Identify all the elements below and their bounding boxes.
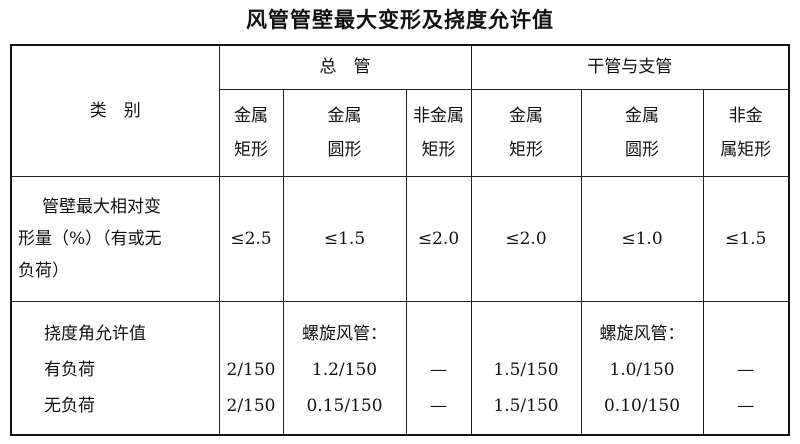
label-line: 形量（%）（有或无 <box>18 228 162 249</box>
cell: 1.5/150 1.5/150 <box>470 300 582 436</box>
group-branch-header: 干管与支管 <box>470 44 790 90</box>
column-header: 非金 属矩形 <box>702 88 790 177</box>
column-header: 金属 矩形 <box>218 88 284 177</box>
label-line: 负荷） <box>18 260 69 281</box>
label-line: 管壁最大相对变 <box>42 196 161 217</box>
column-header: 非金属 矩形 <box>405 88 472 177</box>
cell: ≤1.5 <box>282 175 407 302</box>
cell: 螺旋风管： 1.2/150 0.15/150 <box>282 300 407 436</box>
deformation-label: 管壁最大相对变 形量（%）（有或无 负荷） <box>10 175 220 302</box>
column-header: 金属 圆形 <box>580 88 704 177</box>
category-header: 类 别 <box>10 44 220 177</box>
deformation-table: 类 别 总 管 干管与支管 金属 矩形 金属 圆形 非金属 矩形 金属 矩形 金… <box>10 44 790 436</box>
label-line: 挠度角允许值 <box>44 323 146 344</box>
cell: — — <box>405 300 472 436</box>
cell: ≤1.0 <box>580 175 704 302</box>
column-header: 金属 矩形 <box>470 88 582 177</box>
spiral-note: 螺旋风管： <box>599 323 685 344</box>
label-line: 无负荷 <box>44 395 95 416</box>
column-header: 金属 圆形 <box>282 88 407 177</box>
group-main-header: 总 管 <box>218 44 472 90</box>
spiral-note: 螺旋风管： <box>302 323 387 344</box>
cell: 2/150 2/150 <box>218 300 284 436</box>
deflection-label: 挠度角允许值 有负荷 无负荷 <box>10 300 220 436</box>
cell: ≤2.5 <box>218 175 284 302</box>
column-headers: 金属 矩形 金属 圆形 非金属 矩形 金属 矩形 金属 圆形 非金 属矩形 <box>11 88 790 177</box>
cell: — — <box>702 300 790 436</box>
label-line: 有负荷 <box>44 359 95 380</box>
cell: 螺旋风管： 1.0/150 0.10/150 <box>580 300 704 436</box>
cell: ≤1.5 <box>702 175 790 302</box>
table-row: 管壁最大相对变 形量（%）（有或无 负荷） ≤2.5 ≤1.5 ≤2.0 ≤2.… <box>10 175 790 302</box>
table-title: 风管管壁最大变形及挠度允许值 <box>246 8 554 32</box>
table-row: 挠度角允许值 有负荷 无负荷 2/150 2/150 螺旋风管： 1.2/150 0.… <box>10 300 790 436</box>
cell: ≤2.0 <box>405 175 472 302</box>
cell: ≤2.0 <box>470 175 582 302</box>
